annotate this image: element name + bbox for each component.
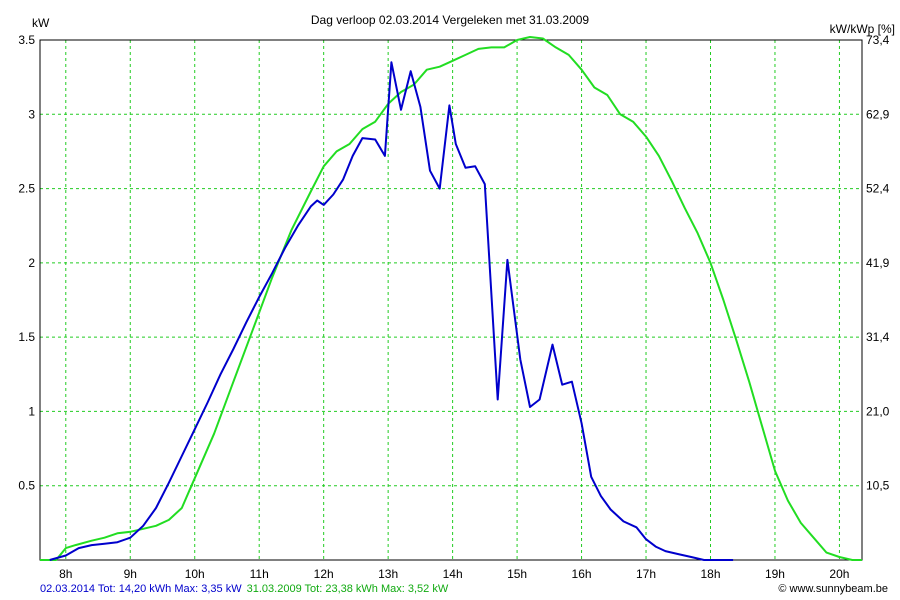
x-tick-label: 8h: [59, 567, 72, 581]
x-tick-label: 17h: [636, 567, 656, 581]
series-line-31-03-2009: [40, 36, 862, 561]
legend-footer: 02.03.2014 Tot: 14,20 kWh Max: 3,35 kW 3…: [40, 583, 450, 595]
copyright-credit: © www.sunnybeam.be: [778, 583, 888, 595]
x-tick-label: 18h: [700, 567, 720, 581]
y-tick-label-right: 31,4: [866, 330, 890, 344]
series-layer: [40, 36, 862, 561]
x-tick-label: 13h: [378, 567, 398, 581]
y-tick-label-left: 1: [28, 404, 35, 418]
y-tick-label-right: 62,9: [866, 107, 890, 121]
series-line-02-03-2014: [49, 61, 734, 561]
y-tick-label-left: 1.5: [18, 330, 35, 344]
y-tick-label-right: 73,4: [866, 33, 890, 47]
y-axis-right-label: kW/kWp [%]: [830, 22, 895, 36]
y-tick-label-left: 3: [28, 107, 35, 121]
x-tick-label: 14h: [443, 567, 463, 581]
x-tick-label: 20h: [829, 567, 849, 581]
y-tick-label-right: 21,0: [866, 404, 890, 418]
y-tick-label-left: 0.5: [18, 479, 35, 493]
x-tick-label: 11h: [250, 567, 269, 581]
y-tick-label-right: 41,9: [866, 256, 890, 270]
y-tick-label-left: 3.5: [18, 33, 35, 47]
legend-series-2009: 31.03.2009 Tot: 23,38 kWh Max: 3,52 kW: [246, 583, 449, 595]
x-tick-label: 16h: [572, 567, 592, 581]
chart-title: Dag verloop 02.03.2014 Vergeleken met 31…: [311, 13, 590, 27]
x-tick-label: 12h: [314, 567, 334, 581]
y-tick-label-left: 2.5: [18, 182, 35, 196]
plot-frame: [39, 39, 863, 561]
x-tick-label: 10h: [185, 567, 205, 581]
y-tick-label-left: 2: [28, 256, 35, 270]
y-tick-label-right: 10,5: [866, 479, 890, 493]
x-tick-label: 15h: [507, 567, 527, 581]
x-tick-label: 19h: [765, 567, 785, 581]
axes-labels: 8h 9h 10h 11h 12h 13h 14h 15h 16h 17h 18h 19h 20h 0.5…: [18, 33, 889, 581]
x-tick-label: 9h: [124, 567, 137, 581]
y-axis-left-label: kW: [32, 16, 50, 30]
y-tick-label-right: 52,4: [866, 182, 890, 196]
legend-series-2014: 02.03.2014 Tot: 14,20 kWh Max: 3,35 kW: [40, 583, 242, 595]
